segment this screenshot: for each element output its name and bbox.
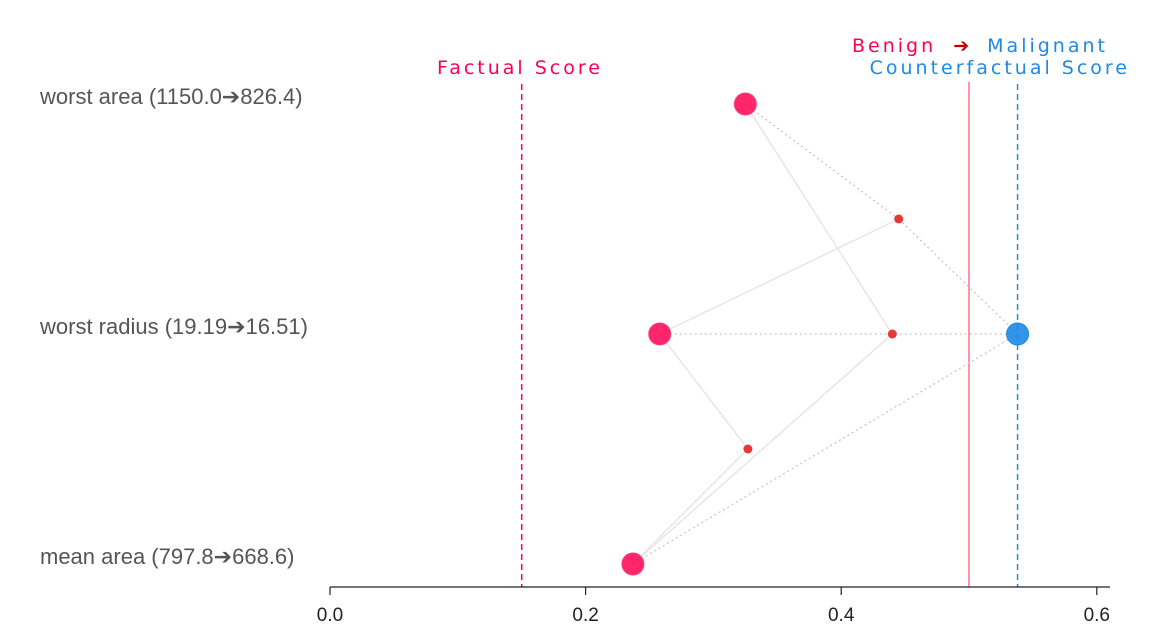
counterfactual-path-line (632, 333, 1018, 565)
counterfactual-path-line (898, 218, 1019, 335)
connection-line (659, 218, 900, 335)
counterfactual-path-line (744, 103, 900, 220)
feature-label-worst-area: worst area (1150.0➔826.4) (39, 84, 303, 109)
factual-point (648, 322, 672, 346)
class-transition-label: Benign ➔ Malignant (852, 35, 1108, 57)
connection-line (659, 333, 749, 450)
x-tick-label: 0.0 (317, 605, 343, 626)
feature-label-mean-area: mean area (797.8➔668.6) (40, 544, 294, 569)
feature-label-worst-radius: worst radius (19.19➔16.51) (39, 314, 308, 339)
intermediate-point (894, 214, 904, 224)
intermediate-point (743, 444, 753, 454)
connection-line (632, 333, 893, 565)
x-tick-label: 0.6 (1084, 605, 1110, 626)
x-tick-label: 0.4 (828, 605, 855, 626)
x-tick-label: 0.2 (572, 605, 598, 626)
connection-line (744, 103, 893, 335)
class-arrow-icon: ➔ (953, 35, 972, 57)
counterfactual-score-label: Counterfactual Score (870, 57, 1130, 79)
connection-line (632, 448, 749, 565)
counterfactual-point (1006, 322, 1030, 346)
class-to-label: Malignant (987, 35, 1108, 57)
factual-point (733, 92, 757, 116)
intermediate-point (887, 329, 897, 339)
class-from-label: Benign (852, 35, 936, 57)
factual-score-label: Factual Score (437, 57, 603, 79)
factual-point (621, 552, 645, 576)
